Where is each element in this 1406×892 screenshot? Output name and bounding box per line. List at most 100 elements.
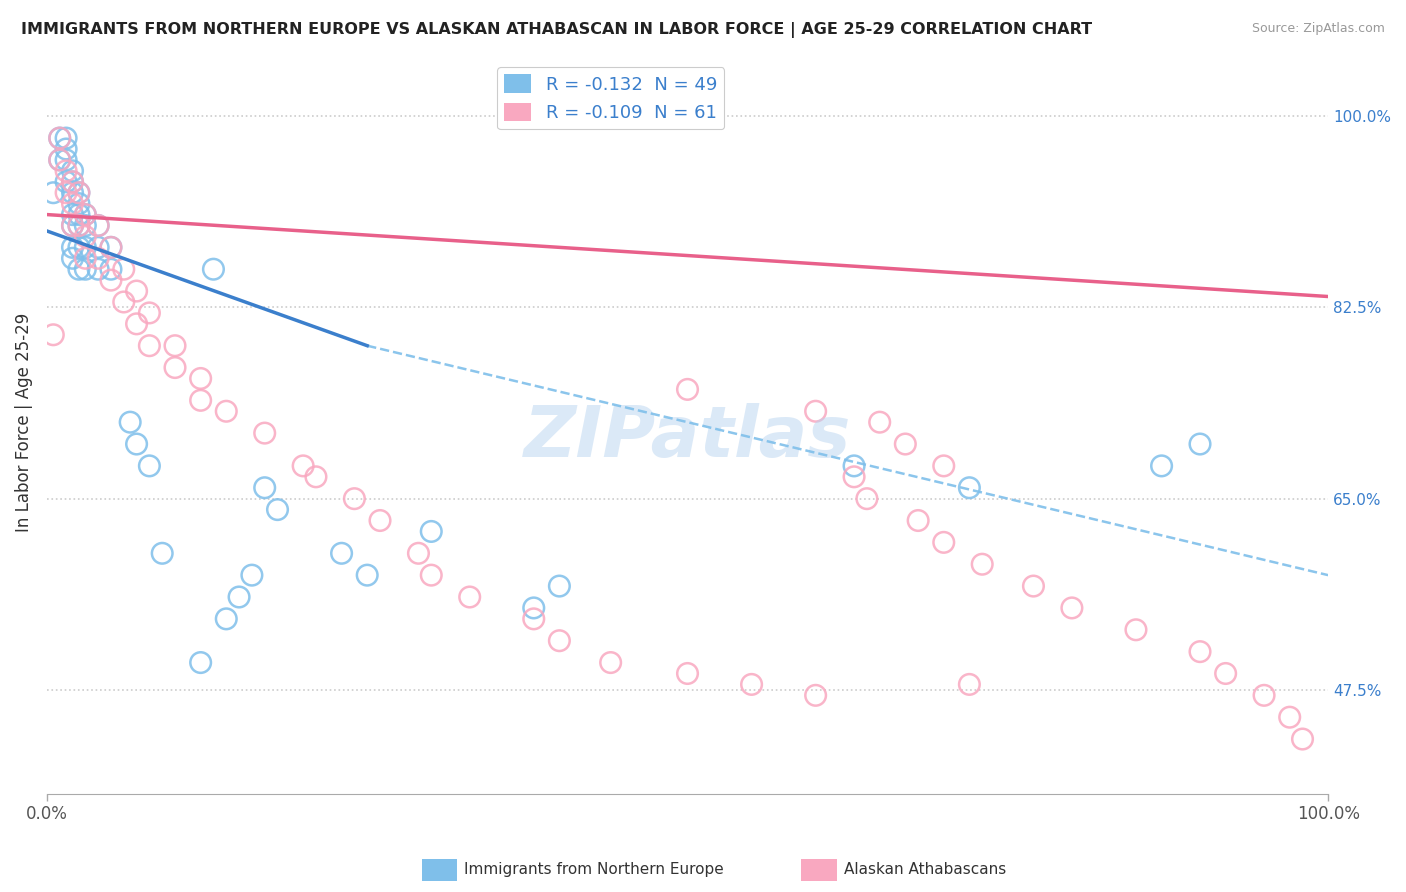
Text: Immigrants from Northern Europe: Immigrants from Northern Europe xyxy=(464,863,724,877)
Point xyxy=(87,219,110,233)
Point xyxy=(125,284,148,298)
Point xyxy=(676,666,699,681)
Point xyxy=(62,240,84,254)
Point xyxy=(62,186,84,200)
Point xyxy=(48,131,70,145)
Point xyxy=(190,656,212,670)
Point xyxy=(240,568,263,582)
Point xyxy=(1150,458,1173,473)
Point xyxy=(228,590,250,604)
Point xyxy=(100,240,122,254)
Point xyxy=(804,689,827,703)
Point xyxy=(67,186,90,200)
Point xyxy=(305,470,328,484)
Point xyxy=(55,186,77,200)
Point xyxy=(75,240,97,254)
Point xyxy=(48,131,70,145)
Point xyxy=(67,219,90,233)
Point xyxy=(215,612,238,626)
Point xyxy=(48,153,70,167)
Point xyxy=(75,229,97,244)
Point xyxy=(1278,710,1301,724)
Point xyxy=(163,360,186,375)
Point xyxy=(87,240,110,254)
Text: ZIPatlas: ZIPatlas xyxy=(524,402,851,472)
Point xyxy=(292,458,315,473)
Point xyxy=(1253,689,1275,703)
Point xyxy=(215,404,238,418)
Point xyxy=(138,458,160,473)
Point xyxy=(62,175,84,189)
Point xyxy=(75,219,97,233)
Point xyxy=(138,306,160,320)
Point xyxy=(75,252,97,266)
Point xyxy=(842,470,865,484)
Text: Source: ZipAtlas.com: Source: ZipAtlas.com xyxy=(1251,22,1385,36)
Point xyxy=(163,339,186,353)
Point xyxy=(67,186,90,200)
Point xyxy=(548,633,571,648)
Point xyxy=(75,208,97,222)
Point xyxy=(190,371,212,385)
Point xyxy=(150,546,173,560)
Point xyxy=(253,481,276,495)
Point xyxy=(87,252,110,266)
Point xyxy=(1291,732,1313,747)
Point xyxy=(62,164,84,178)
Point xyxy=(957,481,980,495)
Point xyxy=(1215,666,1237,681)
Point xyxy=(67,240,90,254)
Point xyxy=(42,327,65,342)
Point xyxy=(523,612,546,626)
Point xyxy=(112,262,135,277)
Point xyxy=(62,208,84,222)
Point xyxy=(907,514,929,528)
Point xyxy=(100,240,122,254)
Point xyxy=(125,437,148,451)
Point xyxy=(368,514,391,528)
Point xyxy=(62,219,84,233)
Point xyxy=(100,262,122,277)
Point xyxy=(1022,579,1045,593)
Point xyxy=(330,546,353,560)
Point xyxy=(253,426,276,441)
Point xyxy=(741,677,763,691)
Point xyxy=(932,535,955,549)
Text: IMMIGRANTS FROM NORTHERN EUROPE VS ALASKAN ATHABASCAN IN LABOR FORCE | AGE 25-29: IMMIGRANTS FROM NORTHERN EUROPE VS ALASK… xyxy=(21,22,1092,38)
Point xyxy=(87,219,110,233)
Point xyxy=(676,383,699,397)
Point xyxy=(138,339,160,353)
Point xyxy=(112,295,135,310)
Text: Alaskan Athabascans: Alaskan Athabascans xyxy=(844,863,1005,877)
Point xyxy=(75,262,97,277)
Point xyxy=(190,393,212,408)
Point xyxy=(1125,623,1147,637)
Point xyxy=(894,437,917,451)
Point xyxy=(75,208,97,222)
Point xyxy=(62,252,84,266)
Point xyxy=(869,415,891,429)
Point xyxy=(125,317,148,331)
Point xyxy=(599,656,621,670)
Point xyxy=(842,458,865,473)
Point xyxy=(356,568,378,582)
Point xyxy=(55,164,77,178)
Point xyxy=(67,219,90,233)
Point xyxy=(67,208,90,222)
Point xyxy=(972,558,994,572)
Point xyxy=(55,175,77,189)
Point xyxy=(420,524,443,539)
Point xyxy=(55,142,77,156)
Point xyxy=(804,404,827,418)
Point xyxy=(458,590,481,604)
Point xyxy=(55,153,77,167)
Point xyxy=(548,579,571,593)
Point xyxy=(266,502,288,516)
Point xyxy=(62,175,84,189)
Point xyxy=(62,219,84,233)
Point xyxy=(932,458,955,473)
Point xyxy=(62,196,84,211)
Point xyxy=(343,491,366,506)
Point xyxy=(67,262,90,277)
Point xyxy=(856,491,879,506)
